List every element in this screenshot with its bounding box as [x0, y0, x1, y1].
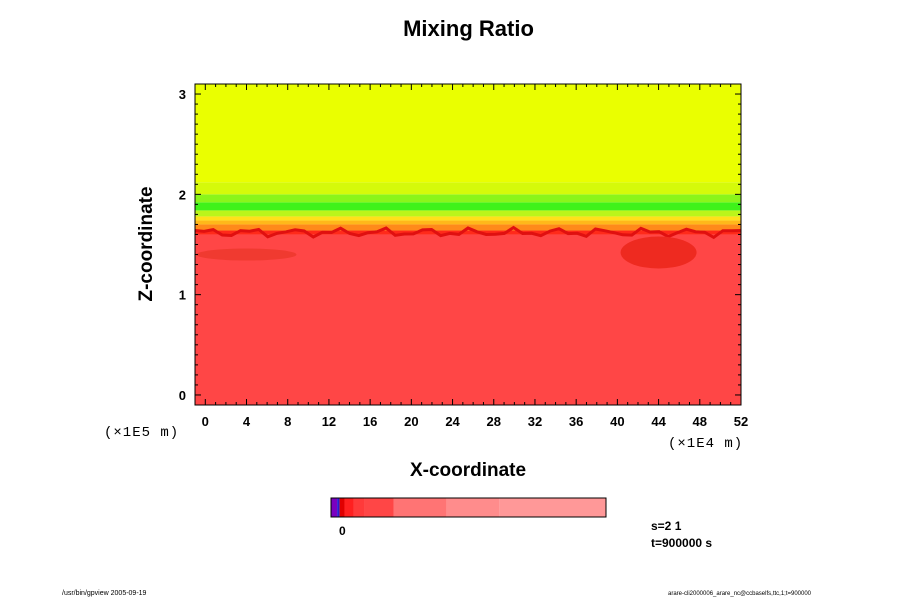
heatmap-layer-7 [195, 194, 741, 203]
colorbar-segment-2 [339, 498, 345, 517]
footer-left-note: /usr/bin/gpview 2005-09-19 [62, 590, 147, 597]
step-label: s=2 1 [651, 519, 682, 533]
turbulent-patch-left [196, 248, 297, 261]
x-tick-label-44: 44 [651, 414, 666, 429]
y-axis-label: Z-coordinate [136, 186, 157, 302]
x-tick-label-12: 12 [322, 414, 336, 429]
heatmap-layer-8 [195, 182, 741, 195]
turbulent-patch-right [620, 236, 697, 269]
colorbar-segment-5 [364, 498, 394, 517]
colorbar-segment-3 [344, 498, 354, 517]
colorbar-frame [330, 497, 607, 518]
chart-title: Mixing Ratio [403, 16, 534, 41]
footer-right-note: arare-cli2000006_arare_nc@ccbaselfs,ttc,… [668, 591, 812, 597]
x-tick-label-36: 36 [569, 414, 583, 429]
colorbar-segment-4 [353, 498, 365, 517]
colorbar-segment-7 [446, 498, 500, 517]
heatmap-layer-6 [195, 202, 741, 211]
x-tick-label-16: 16 [363, 414, 377, 429]
heatmap-layer-5 [195, 210, 741, 217]
boundary-contour [194, 225, 742, 240]
x-axis-label: X-coordinate [409, 460, 527, 481]
x-tick-label-40: 40 [610, 414, 624, 429]
x-tick-label-4: 4 [243, 414, 251, 429]
heatmap-layer-1 [195, 230, 741, 235]
y-tick-label-1: 1 [179, 288, 186, 303]
y-tick-label-0: 0 [179, 388, 186, 403]
x-scale-note: (×1E4 m) [668, 436, 744, 452]
colorbar-segment-8 [499, 498, 606, 517]
heatmap-layer-3 [195, 220, 741, 225]
colorbar-segment-1 [337, 498, 340, 517]
colorbar-segment-6 [393, 498, 447, 517]
heatmap-layer-4 [195, 216, 741, 221]
x-tick-label-48: 48 [693, 414, 707, 429]
heatmap-layer-9 [195, 84, 741, 183]
y-scale-note: (×1E5 m) [104, 425, 180, 441]
x-tick-label-0: 0 [202, 414, 209, 429]
x-tick-label-24: 24 [445, 414, 460, 429]
x-tick-label-32: 32 [528, 414, 542, 429]
y-tick-label-2: 2 [179, 187, 186, 202]
colorbar-segment-0 [331, 498, 338, 517]
time-label: t=900000 s [651, 536, 713, 550]
x-tick-label-52: 52 [734, 414, 748, 429]
y-tick-label-3: 3 [179, 87, 186, 102]
run-info: s=2 1 t=900000 s [651, 518, 712, 552]
x-tick-label-20: 20 [404, 414, 418, 429]
x-tick-label-8: 8 [284, 414, 291, 429]
colorbar-zero-label: 0 [339, 524, 346, 538]
x-tick-label-28: 28 [487, 414, 501, 429]
